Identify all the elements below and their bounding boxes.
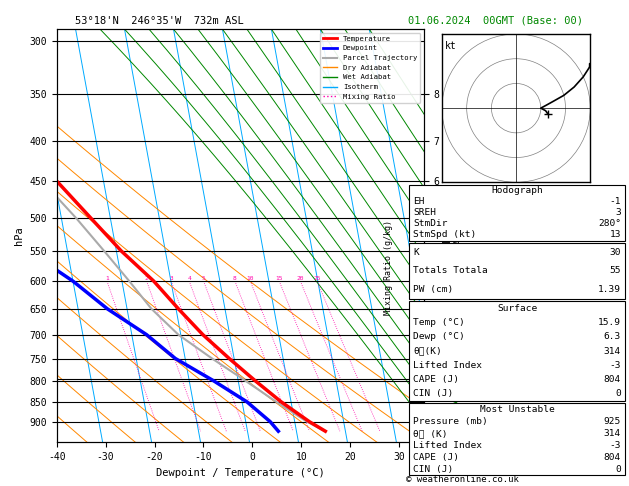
Text: PW (cm): PW (cm) bbox=[413, 285, 454, 294]
Text: StmSpd (kt): StmSpd (kt) bbox=[413, 230, 477, 240]
Text: Lifted Index: Lifted Index bbox=[413, 361, 482, 370]
Text: 25: 25 bbox=[313, 276, 321, 281]
Text: 53°18'N  246°35'W  732m ASL: 53°18'N 246°35'W 732m ASL bbox=[75, 16, 244, 26]
Text: CIN (J): CIN (J) bbox=[413, 465, 454, 474]
Text: Surface: Surface bbox=[497, 304, 537, 313]
Text: EH: EH bbox=[413, 197, 425, 206]
Text: 55: 55 bbox=[610, 266, 621, 276]
Text: 30: 30 bbox=[610, 248, 621, 257]
Y-axis label: hPa: hPa bbox=[14, 226, 24, 245]
Text: 4: 4 bbox=[187, 276, 191, 281]
Text: Temp (°C): Temp (°C) bbox=[413, 318, 465, 327]
Text: 13: 13 bbox=[610, 230, 621, 240]
Text: 20: 20 bbox=[297, 276, 304, 281]
Text: θᴄ (K): θᴄ (K) bbox=[413, 429, 448, 438]
Text: CAPE (J): CAPE (J) bbox=[413, 453, 459, 462]
Text: 2: 2 bbox=[145, 276, 148, 281]
Text: 804: 804 bbox=[604, 453, 621, 462]
Text: 6.3: 6.3 bbox=[604, 332, 621, 341]
Text: 15: 15 bbox=[276, 276, 283, 281]
Text: 0: 0 bbox=[615, 389, 621, 399]
Text: CIN (J): CIN (J) bbox=[413, 389, 454, 399]
Legend: Temperature, Dewpoint, Parcel Trajectory, Dry Adiabat, Wet Adiabat, Isotherm, Mi: Temperature, Dewpoint, Parcel Trajectory… bbox=[320, 33, 420, 103]
Text: 5: 5 bbox=[202, 276, 206, 281]
Text: Most Unstable: Most Unstable bbox=[480, 405, 554, 414]
Text: 8: 8 bbox=[233, 276, 237, 281]
Text: -3: -3 bbox=[610, 361, 621, 370]
Text: CAPE (J): CAPE (J) bbox=[413, 375, 459, 384]
Text: kt: kt bbox=[445, 41, 457, 52]
Text: θᴄ(K): θᴄ(K) bbox=[413, 347, 442, 356]
Text: StmDir: StmDir bbox=[413, 219, 448, 228]
Text: 314: 314 bbox=[604, 429, 621, 438]
Text: 280°: 280° bbox=[598, 219, 621, 228]
Text: 3: 3 bbox=[615, 208, 621, 217]
Text: Totals Totala: Totals Totala bbox=[413, 266, 488, 276]
Text: Mixing Ratio (g/kg): Mixing Ratio (g/kg) bbox=[384, 220, 392, 315]
Text: 01.06.2024  00GMT (Base: 00): 01.06.2024 00GMT (Base: 00) bbox=[408, 16, 582, 26]
Text: Dewp (°C): Dewp (°C) bbox=[413, 332, 465, 341]
Text: 925: 925 bbox=[604, 417, 621, 426]
Text: 15.9: 15.9 bbox=[598, 318, 621, 327]
Text: 3: 3 bbox=[169, 276, 173, 281]
Text: -3: -3 bbox=[610, 441, 621, 450]
Text: 1.39: 1.39 bbox=[598, 285, 621, 294]
Text: 10: 10 bbox=[247, 276, 254, 281]
Text: LCL: LCL bbox=[428, 374, 443, 383]
Text: 804: 804 bbox=[604, 375, 621, 384]
Text: 1: 1 bbox=[105, 276, 109, 281]
Y-axis label: km
ASL: km ASL bbox=[442, 227, 464, 244]
X-axis label: Dewpoint / Temperature (°C): Dewpoint / Temperature (°C) bbox=[156, 468, 325, 478]
Text: Pressure (mb): Pressure (mb) bbox=[413, 417, 488, 426]
Text: K: K bbox=[413, 248, 419, 257]
Text: -1: -1 bbox=[610, 197, 621, 206]
Text: 0: 0 bbox=[615, 465, 621, 474]
Text: SREH: SREH bbox=[413, 208, 437, 217]
Text: © weatheronline.co.uk: © weatheronline.co.uk bbox=[406, 475, 518, 484]
Text: Hodograph: Hodograph bbox=[491, 186, 543, 195]
Text: Lifted Index: Lifted Index bbox=[413, 441, 482, 450]
Text: 314: 314 bbox=[604, 347, 621, 356]
